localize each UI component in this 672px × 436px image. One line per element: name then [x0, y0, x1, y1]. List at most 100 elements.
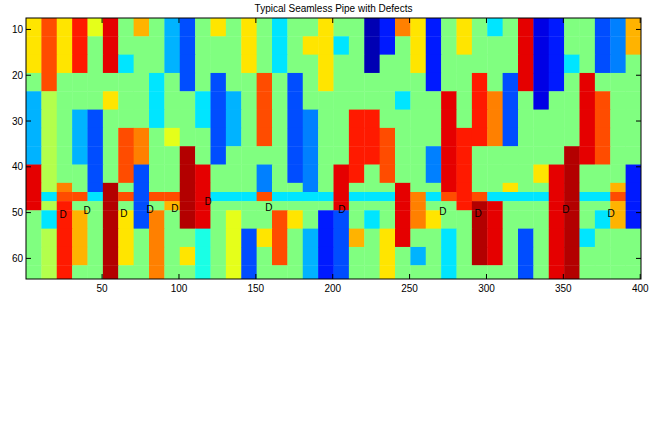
cell	[257, 210, 273, 229]
cell	[272, 201, 288, 211]
y-tick-label: 30	[12, 116, 24, 127]
defect-label: D	[338, 204, 345, 215]
cell	[349, 128, 365, 147]
cell	[472, 73, 488, 92]
cell	[103, 247, 119, 266]
cell	[364, 73, 380, 92]
cell	[487, 18, 503, 37]
cell	[364, 265, 380, 279]
cell	[180, 247, 196, 266]
cell	[503, 265, 519, 279]
cell	[164, 265, 180, 279]
cell	[595, 110, 611, 129]
cell	[503, 192, 519, 202]
cell	[287, 192, 303, 202]
cell	[287, 201, 303, 211]
cell	[88, 18, 104, 37]
cell	[303, 210, 319, 229]
cell	[72, 146, 88, 165]
cell	[426, 128, 442, 147]
cell	[626, 18, 641, 37]
x-tick	[255, 274, 256, 279]
cell	[88, 229, 104, 248]
cell	[334, 110, 350, 129]
cell	[72, 73, 88, 92]
cell	[303, 128, 319, 147]
cell	[595, 55, 611, 74]
x-tick-label: 250	[401, 283, 418, 294]
background	[0, 0, 672, 436]
cell	[472, 146, 488, 165]
cell	[41, 36, 57, 55]
cell	[580, 247, 596, 266]
cell	[349, 192, 365, 202]
cell	[134, 128, 150, 147]
cell	[549, 165, 565, 184]
y-tick	[636, 212, 641, 213]
cell	[395, 128, 411, 147]
cell	[41, 201, 57, 211]
cell	[457, 229, 473, 248]
cell	[103, 229, 119, 248]
cell	[226, 210, 242, 229]
cell	[195, 55, 211, 74]
cell	[103, 165, 119, 184]
cell	[118, 229, 134, 248]
cell	[457, 265, 473, 279]
cell	[26, 265, 42, 279]
cell	[349, 36, 365, 55]
cell	[364, 229, 380, 248]
x-tick	[255, 18, 256, 23]
cell	[241, 110, 257, 129]
cell	[72, 110, 88, 129]
cell	[549, 55, 565, 74]
cell	[318, 192, 334, 202]
cell	[287, 73, 303, 92]
cell	[195, 91, 211, 110]
cell	[441, 229, 457, 248]
cell	[580, 210, 596, 229]
cell	[57, 18, 73, 37]
cell	[487, 265, 503, 279]
cell	[272, 210, 288, 229]
cell	[349, 265, 365, 279]
cell	[610, 183, 626, 193]
cell	[103, 128, 119, 147]
cell	[103, 201, 119, 211]
cell	[318, 165, 334, 184]
cell	[380, 128, 396, 147]
cell	[626, 210, 641, 229]
cell	[211, 229, 227, 248]
cell	[518, 183, 534, 193]
cell	[626, 146, 641, 165]
x-tick	[563, 18, 564, 23]
cell	[564, 36, 580, 55]
cell	[195, 165, 211, 184]
cell	[518, 229, 534, 248]
cell	[626, 192, 641, 202]
cell	[380, 183, 396, 193]
cell	[549, 183, 565, 193]
cell	[211, 128, 227, 147]
cell	[303, 229, 319, 248]
defect-label: D	[171, 203, 178, 214]
cell	[134, 36, 150, 55]
cell	[164, 229, 180, 248]
cell	[626, 36, 641, 55]
cell	[364, 165, 380, 184]
cell	[580, 36, 596, 55]
cell	[41, 192, 57, 202]
cell	[57, 265, 73, 279]
cell	[549, 110, 565, 129]
title: Typical Seamless Pipe with Defects	[255, 3, 413, 14]
cell	[487, 183, 503, 193]
cell	[441, 55, 457, 74]
cell	[487, 201, 503, 211]
cell	[503, 247, 519, 266]
cell	[149, 247, 165, 266]
cell	[241, 36, 257, 55]
y-tick-label: 60	[12, 253, 24, 264]
cell	[410, 18, 426, 37]
cell	[441, 183, 457, 193]
cell	[257, 91, 273, 110]
